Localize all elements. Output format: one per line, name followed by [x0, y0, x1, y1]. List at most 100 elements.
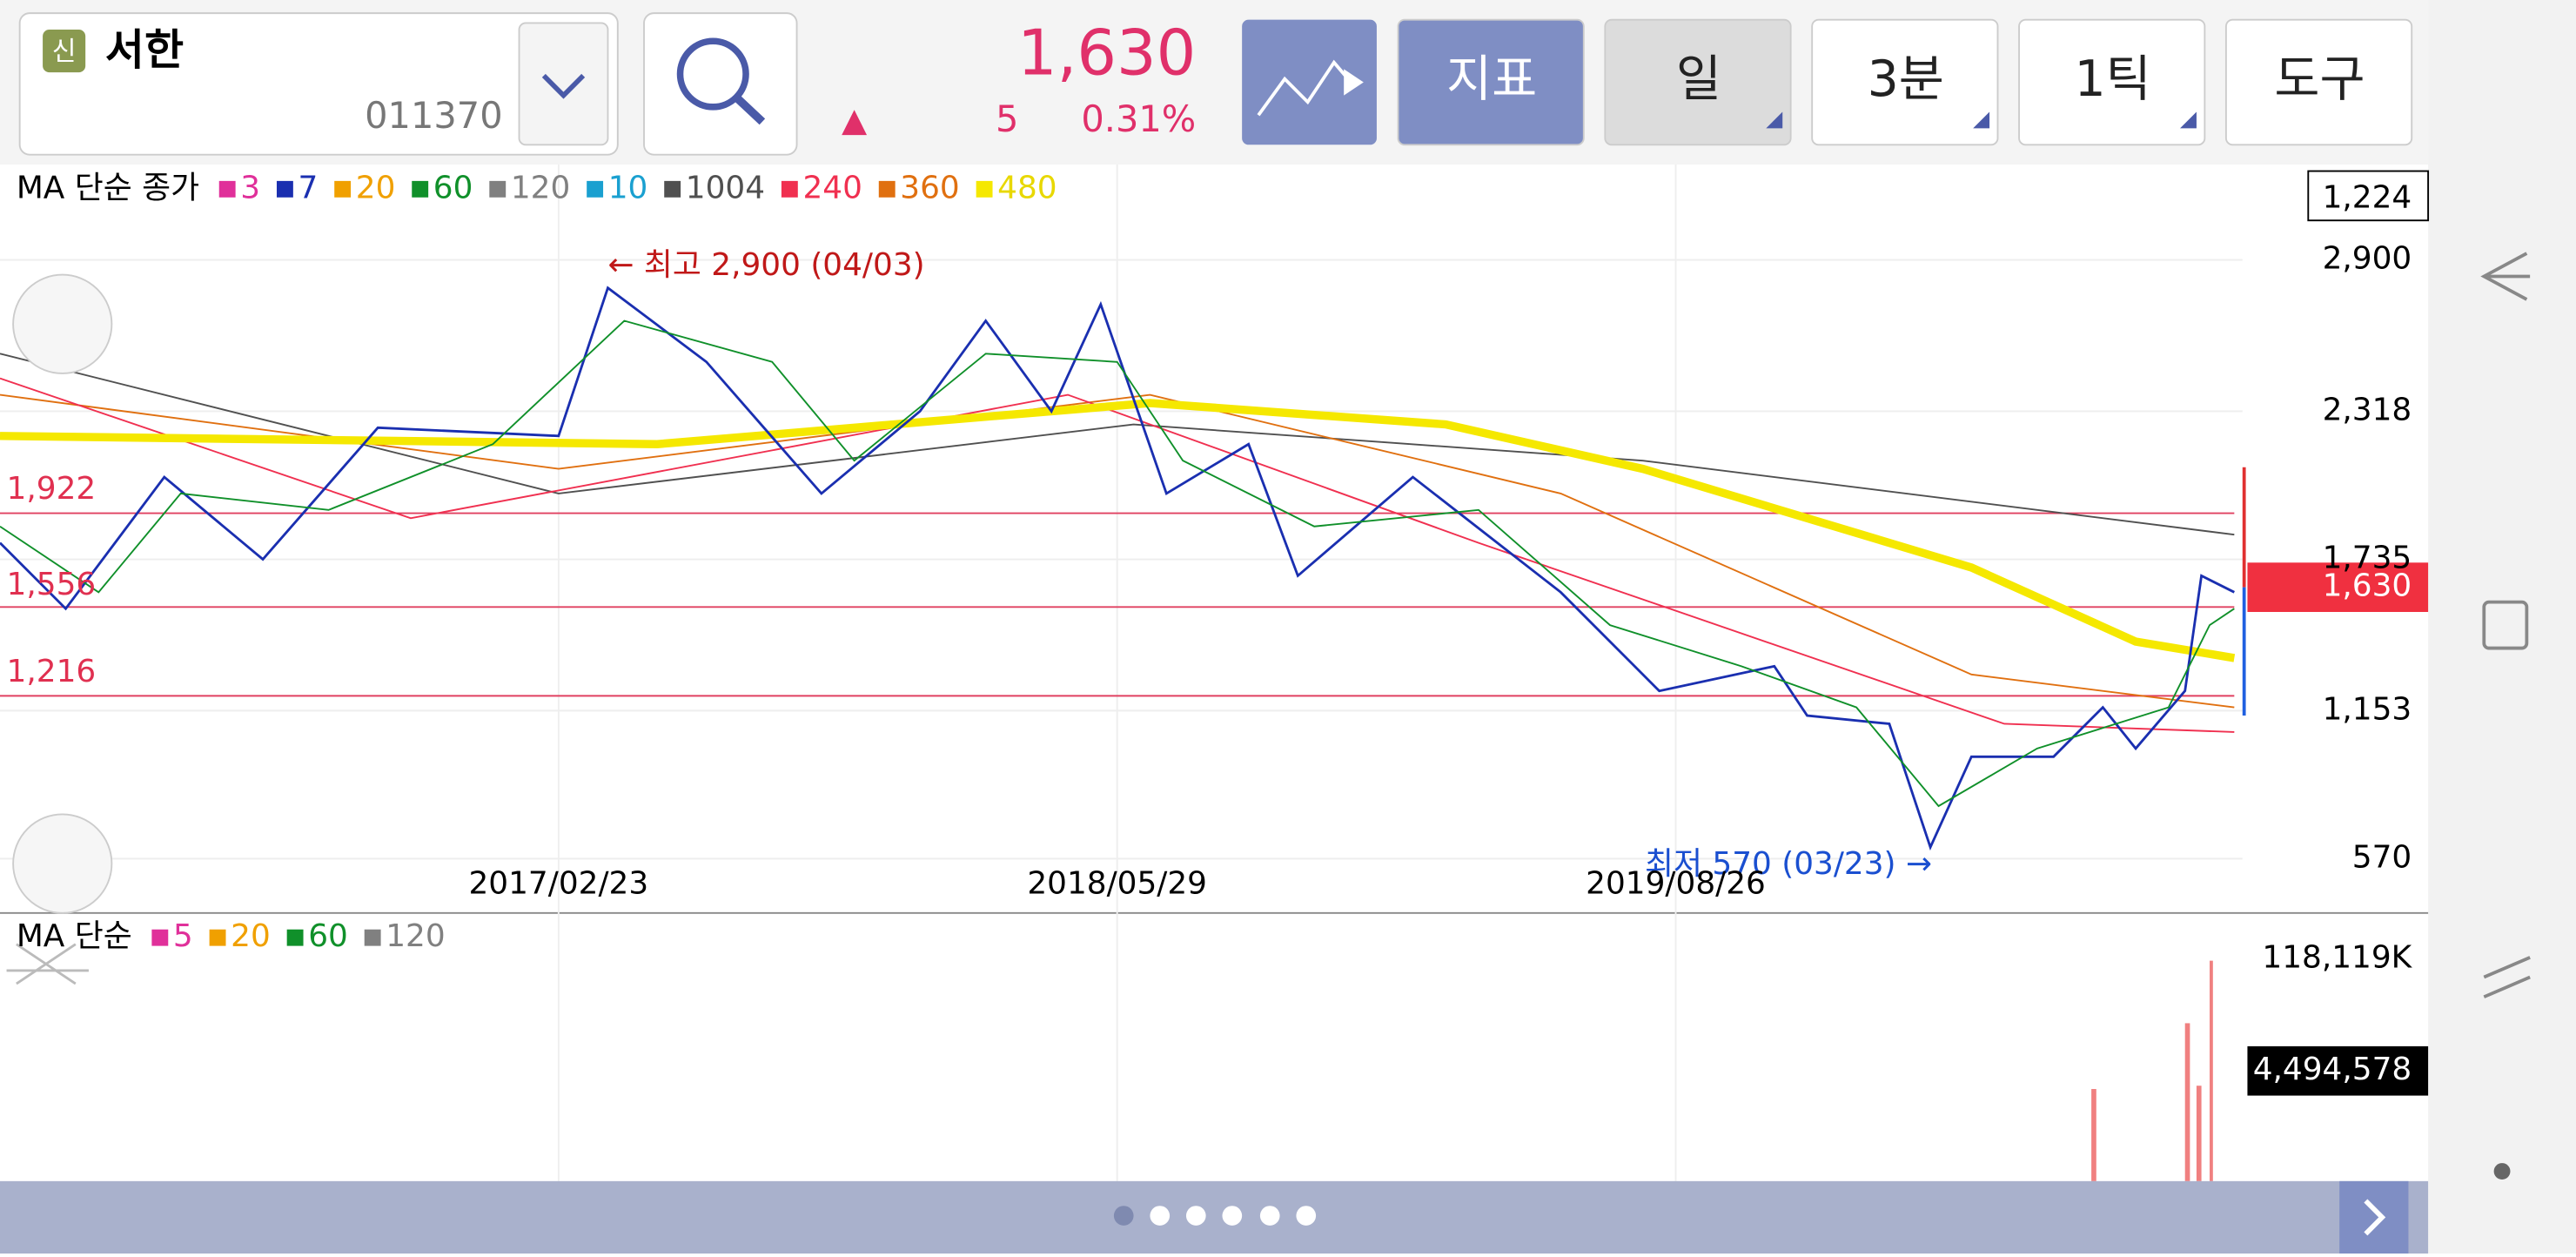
volume-current: 4,494,578	[2253, 1052, 2412, 1087]
ma-line	[0, 377, 2235, 733]
chart-icon	[1257, 59, 1355, 117]
corner-mark	[1766, 111, 1783, 129]
legend-item: 20	[231, 918, 271, 954]
tool-button-label: 3분	[1868, 50, 1944, 108]
tool-button[interactable]	[1604, 18, 1792, 146]
legend-label: MA 단순 종가	[17, 170, 199, 205]
tool-button-label: 1틱	[2075, 50, 2151, 108]
next-icon	[2364, 1199, 2386, 1236]
tool-button-label: 지표	[1446, 50, 1537, 108]
legend-swatch	[151, 929, 169, 946]
change: 5	[996, 97, 1018, 140]
legend-swatch	[412, 180, 429, 198]
price-line	[0, 286, 2235, 851]
back-icon[interactable]	[2480, 252, 2531, 301]
price-label: 2,318	[2323, 392, 2412, 427]
price: 1,630	[1017, 17, 1196, 90]
legend-swatch	[364, 929, 381, 946]
grid	[0, 164, 2243, 1181]
legend-swatch	[218, 180, 236, 198]
date-label: 2017/02/23	[469, 866, 649, 902]
chart-icon	[1344, 69, 1364, 96]
legend-swatch	[587, 180, 604, 198]
bottom-bar	[0, 1180, 2429, 1254]
low-annotation: 최저 570 (03/23) →	[1645, 846, 1932, 882]
ma-line	[0, 353, 2235, 536]
legend-swatch	[334, 180, 352, 198]
legend-item: 360	[900, 170, 959, 205]
current-price-tag	[2247, 562, 2429, 612]
legend-item: 120	[386, 918, 445, 954]
level-label: 1,216	[7, 654, 97, 689]
price-label: 570	[2352, 839, 2412, 875]
dropdown[interactable]	[518, 22, 609, 146]
level-label: 1,556	[7, 567, 97, 602]
date-label: 2018/05/29	[1027, 866, 1207, 902]
legend-swatch	[209, 929, 226, 946]
legend-item: 10	[608, 170, 648, 205]
legend-swatch	[781, 180, 798, 198]
legend-item: 60	[308, 918, 348, 954]
search-icon	[733, 94, 766, 125]
legend-swatch	[489, 180, 506, 198]
top-box	[2307, 170, 2430, 222]
legend-item: 240	[802, 170, 862, 205]
legend-item: 120	[511, 170, 570, 205]
stock-code: 011370	[365, 94, 503, 137]
nav-bar	[2428, 0, 2576, 1254]
volume-max: 118,119K	[2262, 940, 2412, 976]
corner-mark	[1973, 111, 1990, 129]
search-icon	[676, 37, 749, 111]
badge: 신	[52, 37, 77, 67]
next-button[interactable]	[2339, 1180, 2409, 1254]
close-icon[interactable]	[6, 943, 89, 985]
dropdown-icon	[541, 73, 586, 99]
badge-bg	[43, 30, 86, 73]
tool-button[interactable]	[1397, 18, 1585, 146]
top-box-label: 1,224	[2323, 180, 2412, 216]
legend-item: 60	[433, 170, 473, 205]
legend-swatch	[286, 929, 304, 946]
price-label: 1,735	[2323, 541, 2412, 576]
home-icon[interactable]	[2482, 600, 2529, 650]
high-annotation: ← 최고 2,900 (04/03)	[607, 247, 924, 283]
level-label: 1,922	[7, 471, 97, 507]
legend-swatch	[878, 180, 896, 198]
legend-item: 3	[240, 170, 260, 205]
zoom-in[interactable]	[12, 273, 113, 374]
recent-icon[interactable]	[2483, 956, 2531, 998]
legend-label: MA 단순	[17, 918, 132, 954]
stock-box[interactable]	[18, 12, 619, 156]
volume-bars	[2091, 960, 2213, 1181]
level-lines	[0, 512, 2235, 697]
tool-button[interactable]	[2224, 18, 2413, 146]
legend-swatch	[276, 180, 293, 198]
ma-line	[0, 319, 2235, 808]
legend-item: 1004	[686, 170, 765, 205]
page-dots	[1113, 1206, 1317, 1226]
legend-item: 20	[356, 170, 396, 205]
date-label: 2019/08/26	[1586, 866, 1766, 902]
chart-type-button[interactable]	[1242, 19, 1377, 145]
legend-swatch	[976, 180, 993, 198]
zoom-out[interactable]	[12, 813, 113, 914]
change-arrow: ▲	[842, 100, 867, 138]
ma-line	[0, 399, 2236, 662]
price-label: 2,900	[2323, 241, 2412, 277]
tool-button[interactable]	[2018, 18, 2206, 146]
legend-swatch	[664, 180, 681, 198]
price-label: 1,153	[2323, 691, 2412, 727]
ma-line	[0, 393, 2235, 709]
legend-item: 7	[299, 170, 319, 205]
tool-button-label: 일	[1676, 50, 1721, 108]
volume-current-tag	[2247, 1045, 2429, 1096]
button-row: 지표 일 3분 1틱 도구	[1397, 18, 2413, 146]
current-price: 1,630	[2323, 568, 2412, 604]
search-button[interactable]	[643, 12, 798, 156]
legend-item: 5	[173, 918, 193, 954]
stock-name: 서한	[105, 24, 184, 75]
tool-button[interactable]	[1811, 18, 1999, 146]
tool-button-label: 도구	[2274, 50, 2365, 108]
